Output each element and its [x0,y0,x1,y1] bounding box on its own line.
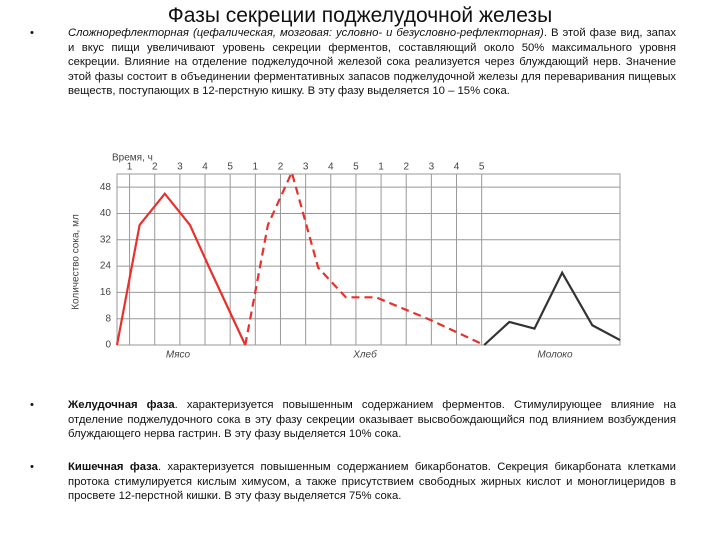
x-tick-label: 3 [303,162,309,173]
slide-title: Фазы секреции поджелудочной железы [167,4,553,27]
series-line [115,191,247,346]
x-tick-label: 1 [378,162,384,173]
y-axis-label: Количество сока, мл [71,214,82,310]
y-tick-label: 32 [100,234,112,245]
x-tick-label: 2 [278,162,284,173]
x-tick-label: 2 [152,162,158,173]
bullet: • Кишечная фаза. характеризуется повышенн… [30,461,676,502]
y-tick-label: 24 [100,261,112,272]
bullet: • Сложнорефлекторная (цефалическая, мозго… [30,27,676,97]
group-label: Хлеб [352,349,377,361]
x-tick-label: 1 [253,162,259,173]
bullet: • Желудочная фаза. характеризуется повыше… [30,399,676,440]
x-axis-label: Время, ч [112,153,153,164]
bullet-text: . характеризуется повышенным содержанием… [68,399,676,440]
bullet-lead: Сложнорефлекторная (цефалическая, мозгов… [68,27,544,39]
x-tick-label: 3 [177,162,183,173]
y-tick-label: 40 [100,208,112,219]
bullet-text: . характеризуется повышенным содержанием… [68,461,676,502]
series-line [244,169,485,346]
x-tick-label: 4 [202,162,208,173]
y-tick-label: 8 [105,313,111,324]
bullet-lead: Кишечная фаза [68,461,158,473]
bullet-text: . В этой фазе вид, запах и вкус пищи уве… [68,27,676,97]
x-tick-label: 5 [353,162,359,173]
y-tick-label: 16 [100,287,112,298]
x-tick-label: 3 [429,162,435,173]
x-tick-label: 4 [454,162,460,173]
x-tick-label: 5 [227,162,233,173]
y-tick-label: 0 [105,340,111,351]
series-line [483,270,621,346]
x-tick-label: 1 [127,162,133,173]
plot-frame [116,173,621,346]
group-label: Молоко [537,350,573,361]
x-tick-label: 5 [479,162,485,173]
group-label: Мясо [166,350,191,361]
y-tick-label: 48 [100,182,112,193]
x-tick-label: 2 [403,162,409,173]
bullet-lead: Желудочная фаза [68,399,175,411]
x-tick-label: 4 [328,162,334,173]
